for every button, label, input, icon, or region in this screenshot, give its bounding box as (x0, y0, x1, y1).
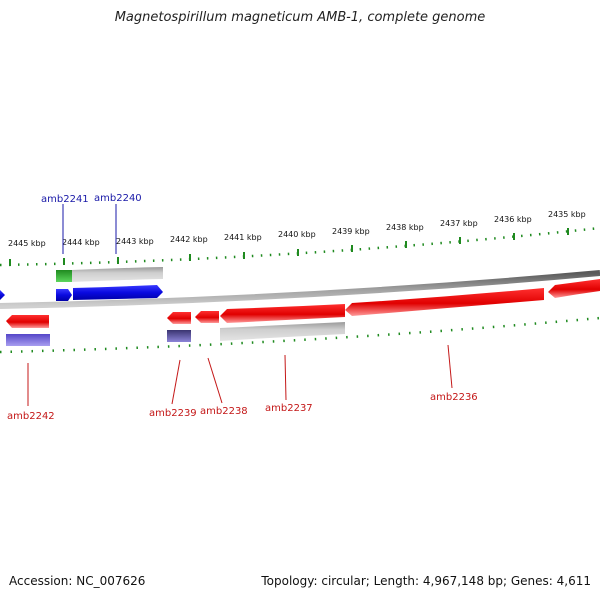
scale-label: 2443 kbp (116, 237, 154, 246)
cds-gray (220, 322, 345, 341)
leader-line (171, 359, 181, 405)
reverse-strand-features (6, 279, 600, 346)
genome-title: Magnetospirillum magneticum AMB-1, compl… (114, 10, 486, 25)
gene-arrow-amb2241 (56, 289, 72, 301)
gene-label-amb2240: amb2240 (94, 193, 142, 204)
gene-arrow-amb2242 (6, 315, 49, 328)
gene-label-amb2242: amb2242 (7, 411, 55, 422)
scale-label: 2445 kbp (8, 239, 46, 248)
scale-label: 2436 kbp (494, 215, 532, 224)
gene-arrow-forward (0, 290, 5, 300)
gene-leader-lines (27, 204, 453, 406)
gene-label-amb2238: amb2238 (200, 406, 248, 417)
gene-label-amb2237: amb2237 (265, 403, 313, 414)
scale-label: 2441 kbp (224, 233, 262, 242)
scale-label: 2437 kbp (440, 219, 478, 228)
gene-arrow-partial (548, 279, 600, 298)
forward-strand-features (0, 267, 163, 301)
cds-purple (6, 334, 50, 346)
gene-arrow-amb2236 (345, 288, 544, 316)
cds-gray (72, 267, 163, 282)
gene-label-amb2236: amb2236 (430, 392, 478, 403)
leader-line (207, 357, 223, 404)
cds-green (56, 270, 72, 282)
scale-labels: 2445 kbp 2444 kbp 2443 kbp 2442 kbp 2441… (8, 210, 586, 248)
gene-labels: amb2241 amb2240 amb2242 amb2239 amb2238 … (7, 193, 478, 422)
scale-label: 2444 kbp (62, 238, 100, 247)
cds-navy (167, 330, 191, 342)
genome-backbone (0, 270, 600, 309)
scale-label: 2435 kbp (548, 210, 586, 219)
gene-label-amb2241: amb2241 (41, 194, 89, 205)
leader-line (447, 344, 453, 389)
scale-track-top (0, 226, 600, 267)
accession-text: Accession: NC_007626 (9, 574, 146, 588)
gene-arrow-amb2237 (220, 304, 345, 323)
leader-line (284, 354, 287, 401)
genome-summary-text: Topology: circular; Length: 4,967,148 bp… (261, 574, 591, 588)
gene-label-amb2239: amb2239 (149, 408, 197, 419)
gene-arrow-amb2240 (73, 285, 163, 300)
scale-label: 2442 kbp (170, 235, 208, 244)
scale-track-bottom (0, 316, 600, 354)
scale-label: 2440 kbp (278, 230, 316, 239)
gene-arrow-amb2238 (195, 311, 219, 323)
gene-arrow-amb2239 (167, 312, 191, 324)
scale-label: 2439 kbp (332, 227, 370, 236)
scale-label: 2438 kbp (386, 223, 424, 232)
